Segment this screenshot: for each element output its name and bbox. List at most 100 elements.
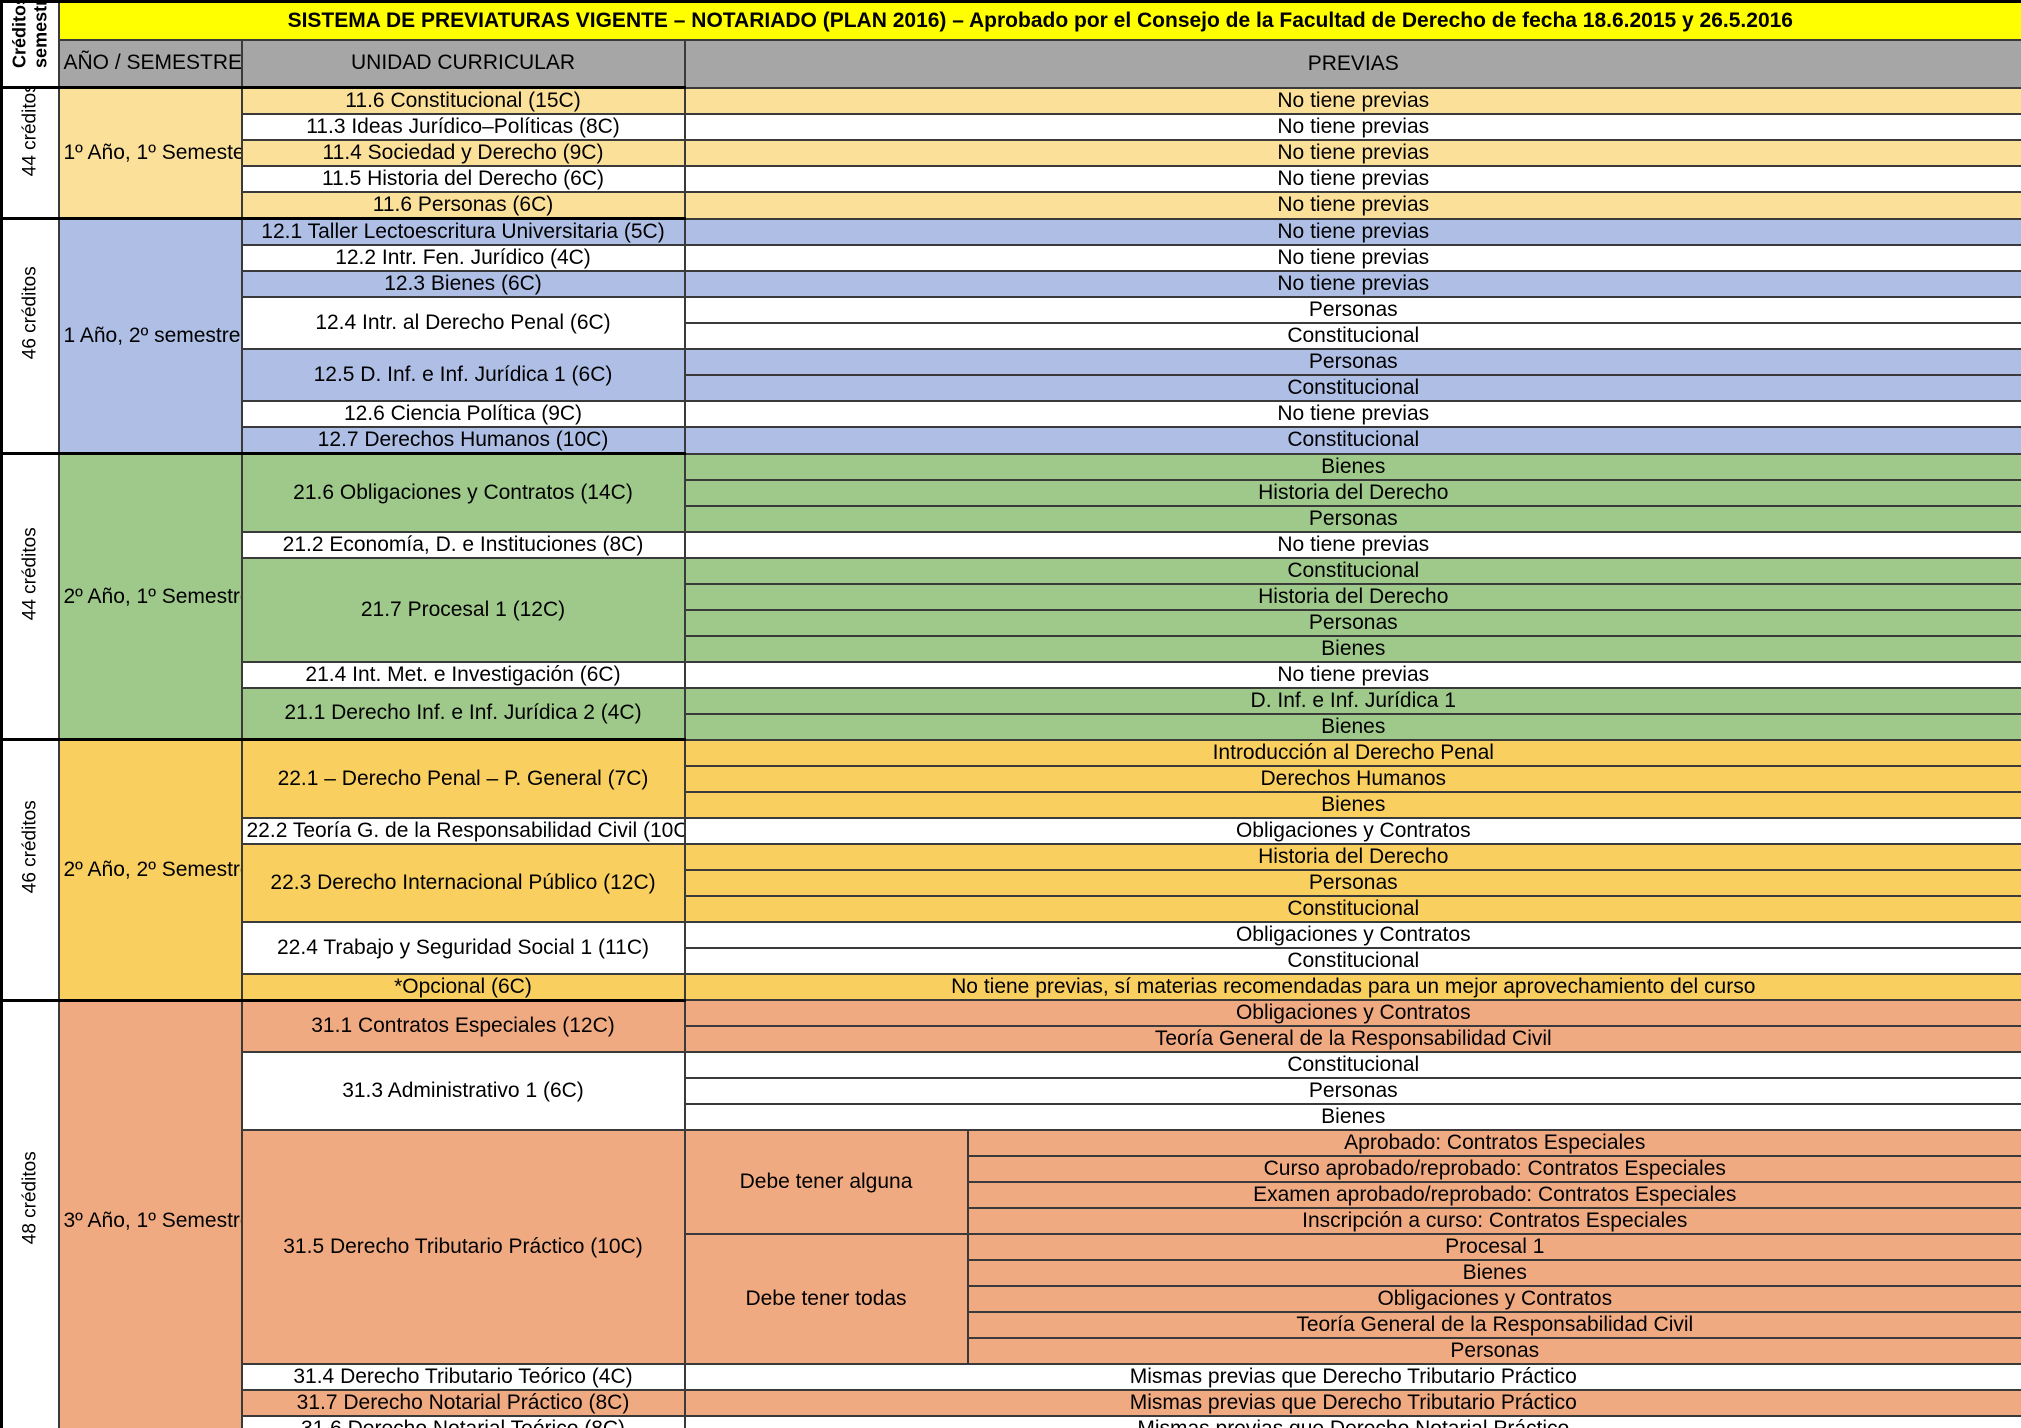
credits-cell: 48 créditos bbox=[0, 998, 60, 1428]
semester-cell: 2º Año, 2º Semestre bbox=[57, 738, 243, 1001]
previa-cell: Teoría General de la Responsabilidad Civ… bbox=[683, 1025, 2021, 1053]
table-row: 31.4 Derecho Tributario Teórico (4C) Mism… bbox=[2, 1363, 2021, 1391]
table-row: Personas bbox=[2, 608, 2021, 637]
previa-cell: Personas bbox=[683, 504, 2021, 533]
course-cell: 11.4 Sociedad y Derecho (9C) bbox=[240, 139, 686, 167]
previa-cell: No tiene previas, sí materias recomendad… bbox=[683, 972, 2021, 1001]
previa-cell: Mismas previas que Derecho Tributario Pr… bbox=[683, 1363, 2021, 1391]
title-row: Créditos semestrales SISTEMA DE PREVIATURA… bbox=[0, 0, 2021, 89]
course-cell: 12.4 Intr. al Derecho Penal (6C) bbox=[240, 296, 686, 350]
credits-label: 44 créditos bbox=[19, 87, 41, 177]
previa-cell: Obligaciones y Contratos bbox=[683, 999, 2021, 1027]
previa-cell: No tiene previas bbox=[683, 530, 2021, 559]
course-cell: 21.7 Procesal 1 (12C) bbox=[240, 556, 686, 663]
table-row: 12.2 Intr. Fen. Jurídico (4C) No tiene pr… bbox=[2, 244, 2021, 272]
column-header-row: AÑO / SEMESTRE UNIDAD CURRICULAR PREVIAS bbox=[2, 38, 2021, 89]
course-cell: 21.4 Int. Met. e Investigación (6C) bbox=[240, 660, 686, 689]
table-row: 44 créditos 2º Año, 1º Semestre 21.6 Oblig… bbox=[0, 452, 2021, 741]
table-row: 22.4 Trabajo y Seguridad Social 1 (11C) O… bbox=[2, 920, 2021, 975]
course-cell: 22.3 Derecho Internacional Público (12C) bbox=[240, 842, 686, 923]
table-row: Teoría General de la Responsabilidad Civ… bbox=[2, 1311, 2021, 1339]
credits-label: 48 créditos bbox=[19, 1151, 41, 1245]
previa-cell: Introducción al Derecho Penal bbox=[683, 738, 2021, 767]
previa-cell: Obligaciones y Contratos bbox=[966, 1285, 2021, 1313]
previa-cell: Obligaciones y Contratos bbox=[683, 816, 2021, 845]
course-cell: 12.3 Bienes (6C) bbox=[240, 270, 686, 298]
table-row: 46 créditos 1 Año, 2º semestre 12.1 Taller… bbox=[0, 217, 2021, 455]
previa-cell: Personas bbox=[683, 348, 2021, 376]
table-row: Curso aprobado/reprobado: Contratos Espe… bbox=[2, 1155, 2021, 1183]
semester-cell: 1 Año, 2º semestre bbox=[57, 217, 243, 455]
table-row: Historia del Derecho bbox=[2, 582, 2021, 611]
course-cell: 11.6 Constitucional (15C) bbox=[240, 86, 686, 115]
table-row: Historia del Derecho bbox=[2, 478, 2021, 507]
previa-cell: Bienes bbox=[683, 452, 2021, 481]
credits-header-line2: semestrales bbox=[30, 1, 51, 68]
previa-cell: Derechos Humanos bbox=[683, 764, 2021, 793]
previa-cell: No tiene previas bbox=[683, 400, 2021, 428]
previa-group-label: Debe tener alguna bbox=[683, 1129, 969, 1235]
previa-cell: Constitucional bbox=[683, 894, 2021, 923]
course-cell: 31.1 Contratos Especiales (12C) bbox=[240, 998, 686, 1053]
course-cell: 21.6 Obligaciones y Contratos (14C) bbox=[240, 452, 686, 533]
previa-group-label: Debe tener todas bbox=[683, 1233, 969, 1365]
previa-cell: Personas bbox=[966, 1337, 2021, 1365]
credits-cell: 46 créditos bbox=[0, 217, 60, 455]
course-cell: *Opcional (6C) bbox=[240, 972, 686, 1001]
previa-cell: Constitucional bbox=[683, 1051, 2021, 1079]
previa-cell: Constitucional bbox=[683, 374, 2021, 402]
previa-cell: Bienes bbox=[966, 1259, 2021, 1287]
table-row: 31.6 Derecho Notarial Teórico (8C)Mismas… bbox=[2, 1415, 2021, 1428]
table-row: 11.4 Sociedad y Derecho (9C) No tiene pre… bbox=[2, 139, 2021, 167]
previa-cell: No tiene previas bbox=[683, 244, 2021, 272]
previa-cell: D. Inf. e Inf. Jurídica 1 bbox=[683, 686, 2021, 715]
previa-cell: Constitucional bbox=[683, 556, 2021, 585]
table-row: Debe tener todas Procesal 1 bbox=[2, 1233, 2021, 1365]
course-cell: 12.7 Derechos Humanos (10C) bbox=[240, 426, 686, 455]
header-previas: PREVIAS bbox=[683, 38, 2021, 89]
table-row: 21.4 Int. Met. e Investigación (6C) No ti… bbox=[2, 660, 2021, 689]
table-row: Constitucional bbox=[2, 894, 2021, 923]
table-row: Obligaciones y Contratos bbox=[2, 1285, 2021, 1313]
previa-cell: Teoría General de la Responsabilidad Civ… bbox=[966, 1311, 2021, 1339]
table-row: Constitucional bbox=[2, 374, 2021, 402]
table-row: 11.6 Personas (6C) No tiene previas bbox=[2, 191, 2021, 220]
credits-header-line1: Créditos bbox=[9, 1, 30, 68]
previa-cell: No tiene previas bbox=[683, 139, 2021, 167]
previa-cell: Personas bbox=[683, 296, 2021, 324]
table-row: 11.5 Historia del Derecho (6C) No tiene p… bbox=[2, 165, 2021, 193]
previa-cell: Bienes bbox=[683, 712, 2021, 741]
table-row: 21.2 Economía, D. e Instituciones (8C) No… bbox=[2, 530, 2021, 559]
table-row: 12.6 Ciencia Política (9C) No tiene previ… bbox=[2, 400, 2021, 428]
table-row: Bienes bbox=[2, 1103, 2021, 1131]
previa-cell: Mismas previas que Derecho Notarial Prác… bbox=[683, 1415, 2021, 1428]
course-cell: 31.4 Derecho Tributario Teórico (4C) bbox=[240, 1363, 686, 1391]
course-cell: 31.7 Derecho Notarial Práctico (8C) bbox=[240, 1389, 686, 1417]
table-row: 12.7 Derechos Humanos (10C) Constituciona… bbox=[2, 426, 2021, 455]
course-cell: 12.6 Ciencia Política (9C) bbox=[240, 400, 686, 428]
previa-cell: Constitucional bbox=[683, 426, 2021, 455]
semester-cell: 3º Año, 1º Semestre bbox=[57, 998, 243, 1428]
table-row: *Opcional (6C) No tiene previas, sí mater… bbox=[2, 972, 2021, 1001]
previa-cell: No tiene previas bbox=[683, 191, 2021, 220]
table-row: 48 créditos 3º Año, 1º Semestre 31.1 Contr… bbox=[0, 998, 2021, 1428]
previa-cell: Historia del Derecho bbox=[683, 582, 2021, 611]
previa-cell: Mismas previas que Derecho Tributario Pr… bbox=[683, 1389, 2021, 1417]
table-row: 12.4 Intr. al Derecho Penal (6C) Personas bbox=[2, 296, 2021, 350]
semester-cell: 2º Año, 1º Semestre bbox=[57, 452, 243, 741]
course-cell: 22.1 – Derecho Penal – P. General (7C) bbox=[240, 738, 686, 819]
previa-cell: No tiene previas bbox=[683, 86, 2021, 115]
previa-cell: Historia del Derecho bbox=[683, 478, 2021, 507]
credits-cell: 44 créditos bbox=[0, 86, 60, 220]
table-row: 22.2 Teoría G. de la Responsabilidad Civ… bbox=[2, 816, 2021, 845]
previa-cell: No tiene previas bbox=[683, 217, 2021, 246]
previa-cell: Obligaciones y Contratos bbox=[683, 920, 2021, 949]
previa-cell: No tiene previas bbox=[683, 165, 2021, 193]
table-row: 31.7 Derecho Notarial Práctico (8C) Misma… bbox=[2, 1389, 2021, 1417]
credits-header-cell: Créditos semestrales bbox=[0, 0, 60, 89]
table-row: Bienes bbox=[2, 790, 2021, 819]
table-row: Inscripción a curso: Contratos Especiale… bbox=[2, 1207, 2021, 1235]
course-cell: 12.2 Intr. Fen. Jurídico (4C) bbox=[240, 244, 686, 272]
course-cell: 22.4 Trabajo y Seguridad Social 1 (11C) bbox=[240, 920, 686, 975]
previa-cell: No tiene previas bbox=[683, 113, 2021, 141]
